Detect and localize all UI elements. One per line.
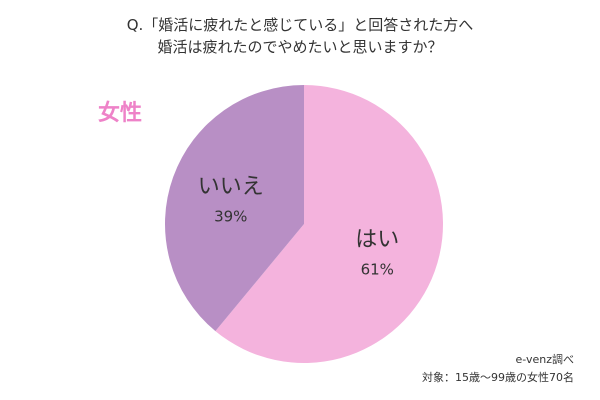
question-line-2: 婚活は疲れたのでやめたいと思いますか？ <box>157 38 443 56</box>
gender-label: 女性 <box>98 101 143 126</box>
pie-slice-0 <box>215 85 443 363</box>
source-note: e-venz調べ 対象：15歳〜99歳の女性70名 <box>422 351 574 387</box>
source-credit: e-venz調べ <box>515 353 574 366</box>
slice-value-label-0: 61% <box>361 260 394 278</box>
slice-label-1: いいえ <box>198 175 264 200</box>
question-title: Q.「婚活に疲れたと感じている」と回答された方へ 婚活は疲れたのでやめたいと思い… <box>0 14 600 58</box>
pie-slice-1 <box>165 84 304 332</box>
slice-label-0: はい <box>355 227 399 252</box>
slice-value-label-1: 39% <box>214 208 247 226</box>
source-subjects: 対象：15歳〜99歳の女性70名 <box>422 371 574 384</box>
question-line-1: Q.「婚活に疲れたと感じている」と回答された方へ <box>126 16 474 34</box>
